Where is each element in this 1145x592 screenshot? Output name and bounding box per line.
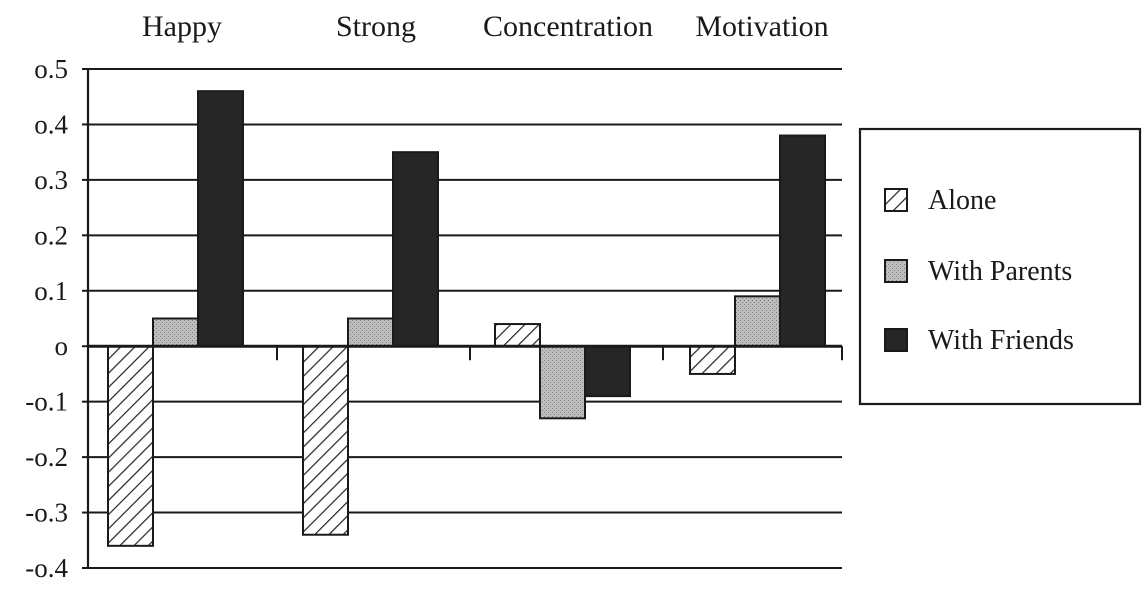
- y-tick-label: -o.3: [25, 498, 68, 528]
- legend-swatch: [884, 188, 908, 212]
- bar: [197, 90, 244, 348]
- bar: [539, 345, 586, 420]
- category-label: Strong: [336, 10, 416, 43]
- y-tick-label: o: [55, 331, 69, 361]
- y-tick-label: o.1: [34, 276, 68, 306]
- legend-swatch: [884, 328, 908, 352]
- bar: [107, 345, 154, 547]
- legend-label: With Friends: [928, 325, 1074, 356]
- legend-label: Alone: [928, 185, 996, 216]
- bar: [779, 134, 826, 348]
- y-tick-label: o.3: [34, 165, 68, 195]
- bar: [392, 151, 439, 348]
- y-tick-label: o.5: [34, 54, 68, 84]
- y-tick-label: -o.2: [25, 442, 68, 472]
- y-tick-label: -o.1: [25, 387, 68, 417]
- bar: [302, 345, 349, 536]
- bar: [347, 317, 394, 348]
- bars: [107, 90, 826, 547]
- category-label: Concentration: [483, 10, 653, 43]
- bar: [584, 345, 631, 398]
- axes: [82, 68, 843, 569]
- legend-swatch: [884, 259, 908, 283]
- y-tick-label: o.2: [34, 220, 68, 250]
- y-tick-label: -o.4: [25, 553, 68, 583]
- legend: Alone With Parents With Friends: [858, 127, 1142, 406]
- y-tick-label: o.4: [34, 109, 68, 139]
- legend-label: With Parents: [928, 256, 1072, 287]
- category-label: Happy: [142, 10, 222, 43]
- bar: [734, 295, 781, 348]
- category-label: Motivation: [695, 10, 828, 43]
- bar: [494, 323, 541, 348]
- bar: [689, 345, 736, 375]
- labels: o.5 o.4 o.3 o.2 o.1 o -o.1 -o.2 -o.3 -o.4 Happy Str…: [25, 10, 828, 583]
- bar: [152, 317, 199, 348]
